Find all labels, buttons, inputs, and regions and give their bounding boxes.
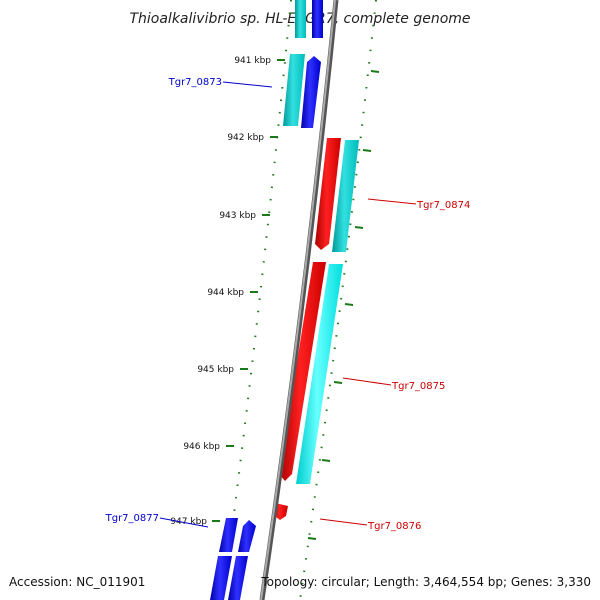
gene-cds-0873 — [301, 56, 321, 128]
gene-feature-0872 — [295, 0, 306, 38]
leader-tgr7-0874 — [367, 198, 417, 205]
outer-ticks — [307, 70, 380, 540]
tick-label-946: 946 kbp — [183, 442, 220, 452]
gene-tgr7-0873[interactable] — [283, 54, 321, 128]
leader-tgr7-0875 — [342, 377, 392, 386]
gene-tgr7-0874[interactable] — [315, 138, 359, 252]
leader-tgr7-0877 — [159, 517, 209, 528]
tick-label-947: 947 kbp — [170, 517, 207, 527]
gene-feature-0875 — [296, 264, 343, 484]
tick-label-943: 943 kbp — [219, 211, 256, 221]
gene-cds-0877c — [210, 556, 232, 600]
leader-tgr7-0873 — [222, 81, 273, 88]
gene-cds-0874 — [315, 138, 341, 250]
tick-label-945: 945 kbp — [197, 365, 234, 375]
gene-cds-0877a — [219, 518, 238, 552]
gene-cds-0875 — [279, 262, 326, 481]
label-tgr7-0875[interactable]: Tgr7_0875 — [391, 381, 445, 392]
label-tgr7-0873[interactable]: Tgr7_0873 — [168, 77, 222, 88]
gene-feature-0874 — [332, 140, 359, 252]
gene-labels: Tgr7_0873 Tgr7_0874 Tgr7_0875 Tgr7_0876 … — [105, 77, 471, 532]
label-tgr7-0876[interactable]: Tgr7_0876 — [367, 521, 421, 532]
genome-summary-text: Topology: circular; Length: 3,464,554 bp… — [260, 575, 591, 589]
gene-feature-0873 — [283, 54, 305, 126]
gene-cds-0877b — [238, 520, 256, 552]
accession-text: Accession: NC_011901 — [9, 575, 145, 589]
tick-label-941: 941 kbp — [234, 56, 271, 66]
backbone-line — [260, 0, 336, 600]
gene-tgr7-0875[interactable] — [279, 262, 343, 484]
gene-cds-0877d — [228, 556, 248, 600]
gene-cds-0872 — [312, 0, 323, 38]
feature-block-top — [295, 0, 323, 38]
leader-tgr7-0876 — [319, 518, 368, 526]
label-tgr7-0874[interactable]: Tgr7_0874 — [416, 200, 470, 211]
genome-backbone — [259, 0, 339, 600]
label-tgr7-0877[interactable]: Tgr7_0877 — [105, 513, 159, 524]
gene-tgr7-0877[interactable] — [210, 518, 256, 600]
tick-label-942: 942 kbp — [227, 133, 264, 143]
scale-ticks: 941 kbp 942 kbp 943 kbp 944 kbp 945 kbp … — [170, 56, 285, 527]
tick-label-944: 944 kbp — [207, 288, 244, 298]
